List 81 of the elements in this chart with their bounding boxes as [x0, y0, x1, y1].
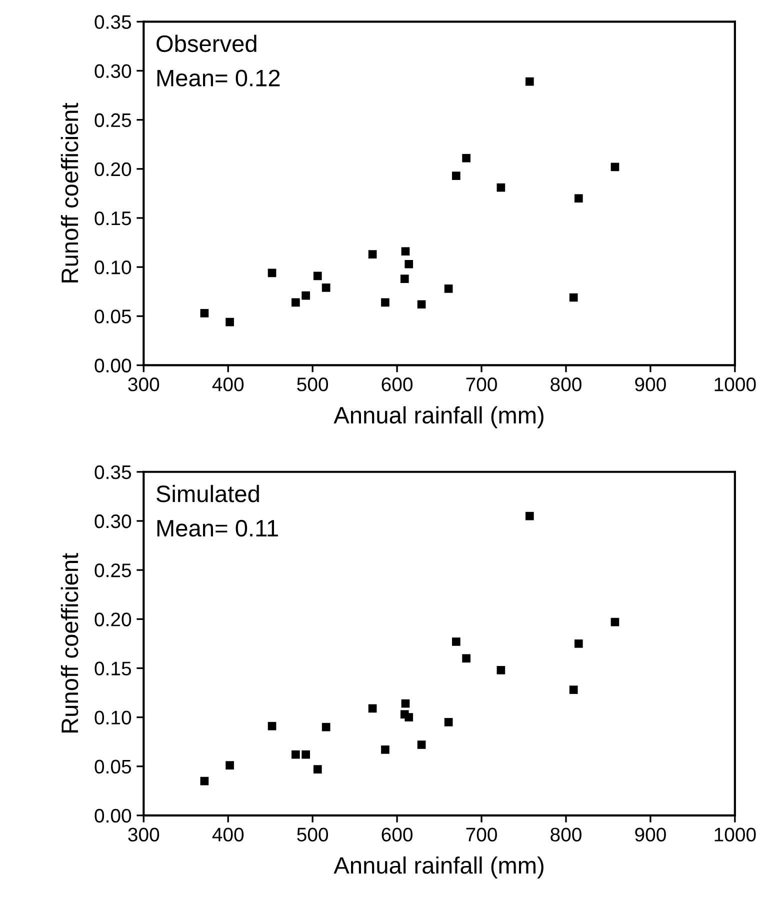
point: [292, 750, 300, 759]
y-tick-label: 0.15: [94, 211, 132, 226]
x-axis-title: Annual rainfall (mm): [334, 856, 544, 878]
point: [417, 740, 426, 749]
annotation: Observed: [156, 34, 256, 52]
x-tick-label: 700: [466, 828, 497, 842]
point: [268, 722, 276, 730]
point: [401, 247, 410, 256]
point: [610, 162, 620, 172]
annotation: Mean= 0.11: [157, 520, 278, 537]
y-tick-label: 0.35: [94, 15, 132, 29]
y-tick-label: 0.25: [94, 113, 132, 128]
y-tick-label: 0.20: [94, 612, 132, 626]
point: [444, 284, 453, 293]
x-tick-label: 400: [212, 378, 244, 392]
point: [400, 710, 409, 718]
point: [322, 284, 330, 292]
y-tick-label: 0.10: [94, 260, 132, 274]
x-tick-label: 800: [550, 828, 582, 842]
x-tick-label: 500: [297, 378, 328, 392]
point: [404, 260, 414, 268]
point: [574, 194, 583, 203]
y-tick-label: 0.35: [94, 465, 132, 480]
annotation: Mean= 0.12: [157, 70, 280, 86]
point: [322, 722, 330, 732]
annotation: Simulated: [156, 484, 259, 502]
y-axis-title: Runoff coefficient: [60, 102, 78, 282]
x-tick-label: 1000: [714, 378, 756, 392]
point: [400, 274, 409, 284]
point: [496, 666, 506, 674]
point: [200, 309, 209, 318]
point: [569, 293, 578, 302]
point: [313, 765, 322, 774]
point: [401, 699, 410, 708]
point: [292, 298, 300, 307]
point: [226, 318, 234, 326]
point: [462, 654, 470, 663]
y-axis-title: Runoff coefficient: [60, 553, 78, 733]
y-tick-label: 0.30: [94, 64, 132, 78]
point: [381, 298, 390, 307]
y-tick-label: 0.15: [94, 662, 132, 676]
point: [452, 172, 460, 180]
x-tick-label: 500: [297, 828, 328, 842]
y-tick-label: 0.00: [94, 808, 132, 823]
x-tick-label: 600: [382, 378, 413, 392]
point: [444, 718, 453, 726]
x-tick-label: 1000: [714, 828, 756, 842]
point: [313, 272, 322, 280]
point: [452, 638, 460, 646]
y-tick-label: 0.30: [94, 514, 132, 528]
x-tick-label: 300: [128, 828, 160, 842]
point: [368, 250, 377, 258]
point: [302, 291, 310, 300]
point: [569, 686, 578, 694]
y-tick-label: 0.25: [94, 564, 132, 578]
point: [417, 300, 426, 309]
point: [226, 761, 234, 770]
x-tick-label: 800: [550, 378, 582, 392]
x-tick-label: 700: [466, 378, 497, 392]
y-tick-label: 0.05: [94, 310, 132, 324]
point: [302, 750, 310, 759]
point: [462, 154, 470, 162]
x-tick-label: 600: [382, 828, 413, 842]
y-tick-label: 0.05: [94, 760, 132, 774]
point: [525, 512, 534, 520]
point: [368, 704, 377, 713]
point: [525, 77, 534, 86]
point: [381, 745, 390, 754]
x-tick-label: 400: [212, 828, 244, 842]
x-tick-label: 900: [635, 378, 666, 392]
point: [268, 268, 276, 278]
x-axis-title: Annual rainfall (mm): [334, 406, 544, 428]
point: [200, 776, 209, 786]
y-tick-label: 0.10: [94, 710, 132, 724]
y-tick-label: 0.00: [94, 358, 132, 372]
point: [574, 639, 583, 648]
x-tick-label: 300: [128, 378, 160, 392]
point: [610, 618, 620, 626]
point: [496, 183, 506, 192]
y-tick-label: 0.20: [94, 162, 132, 176]
x-tick-label: 900: [635, 828, 666, 842]
